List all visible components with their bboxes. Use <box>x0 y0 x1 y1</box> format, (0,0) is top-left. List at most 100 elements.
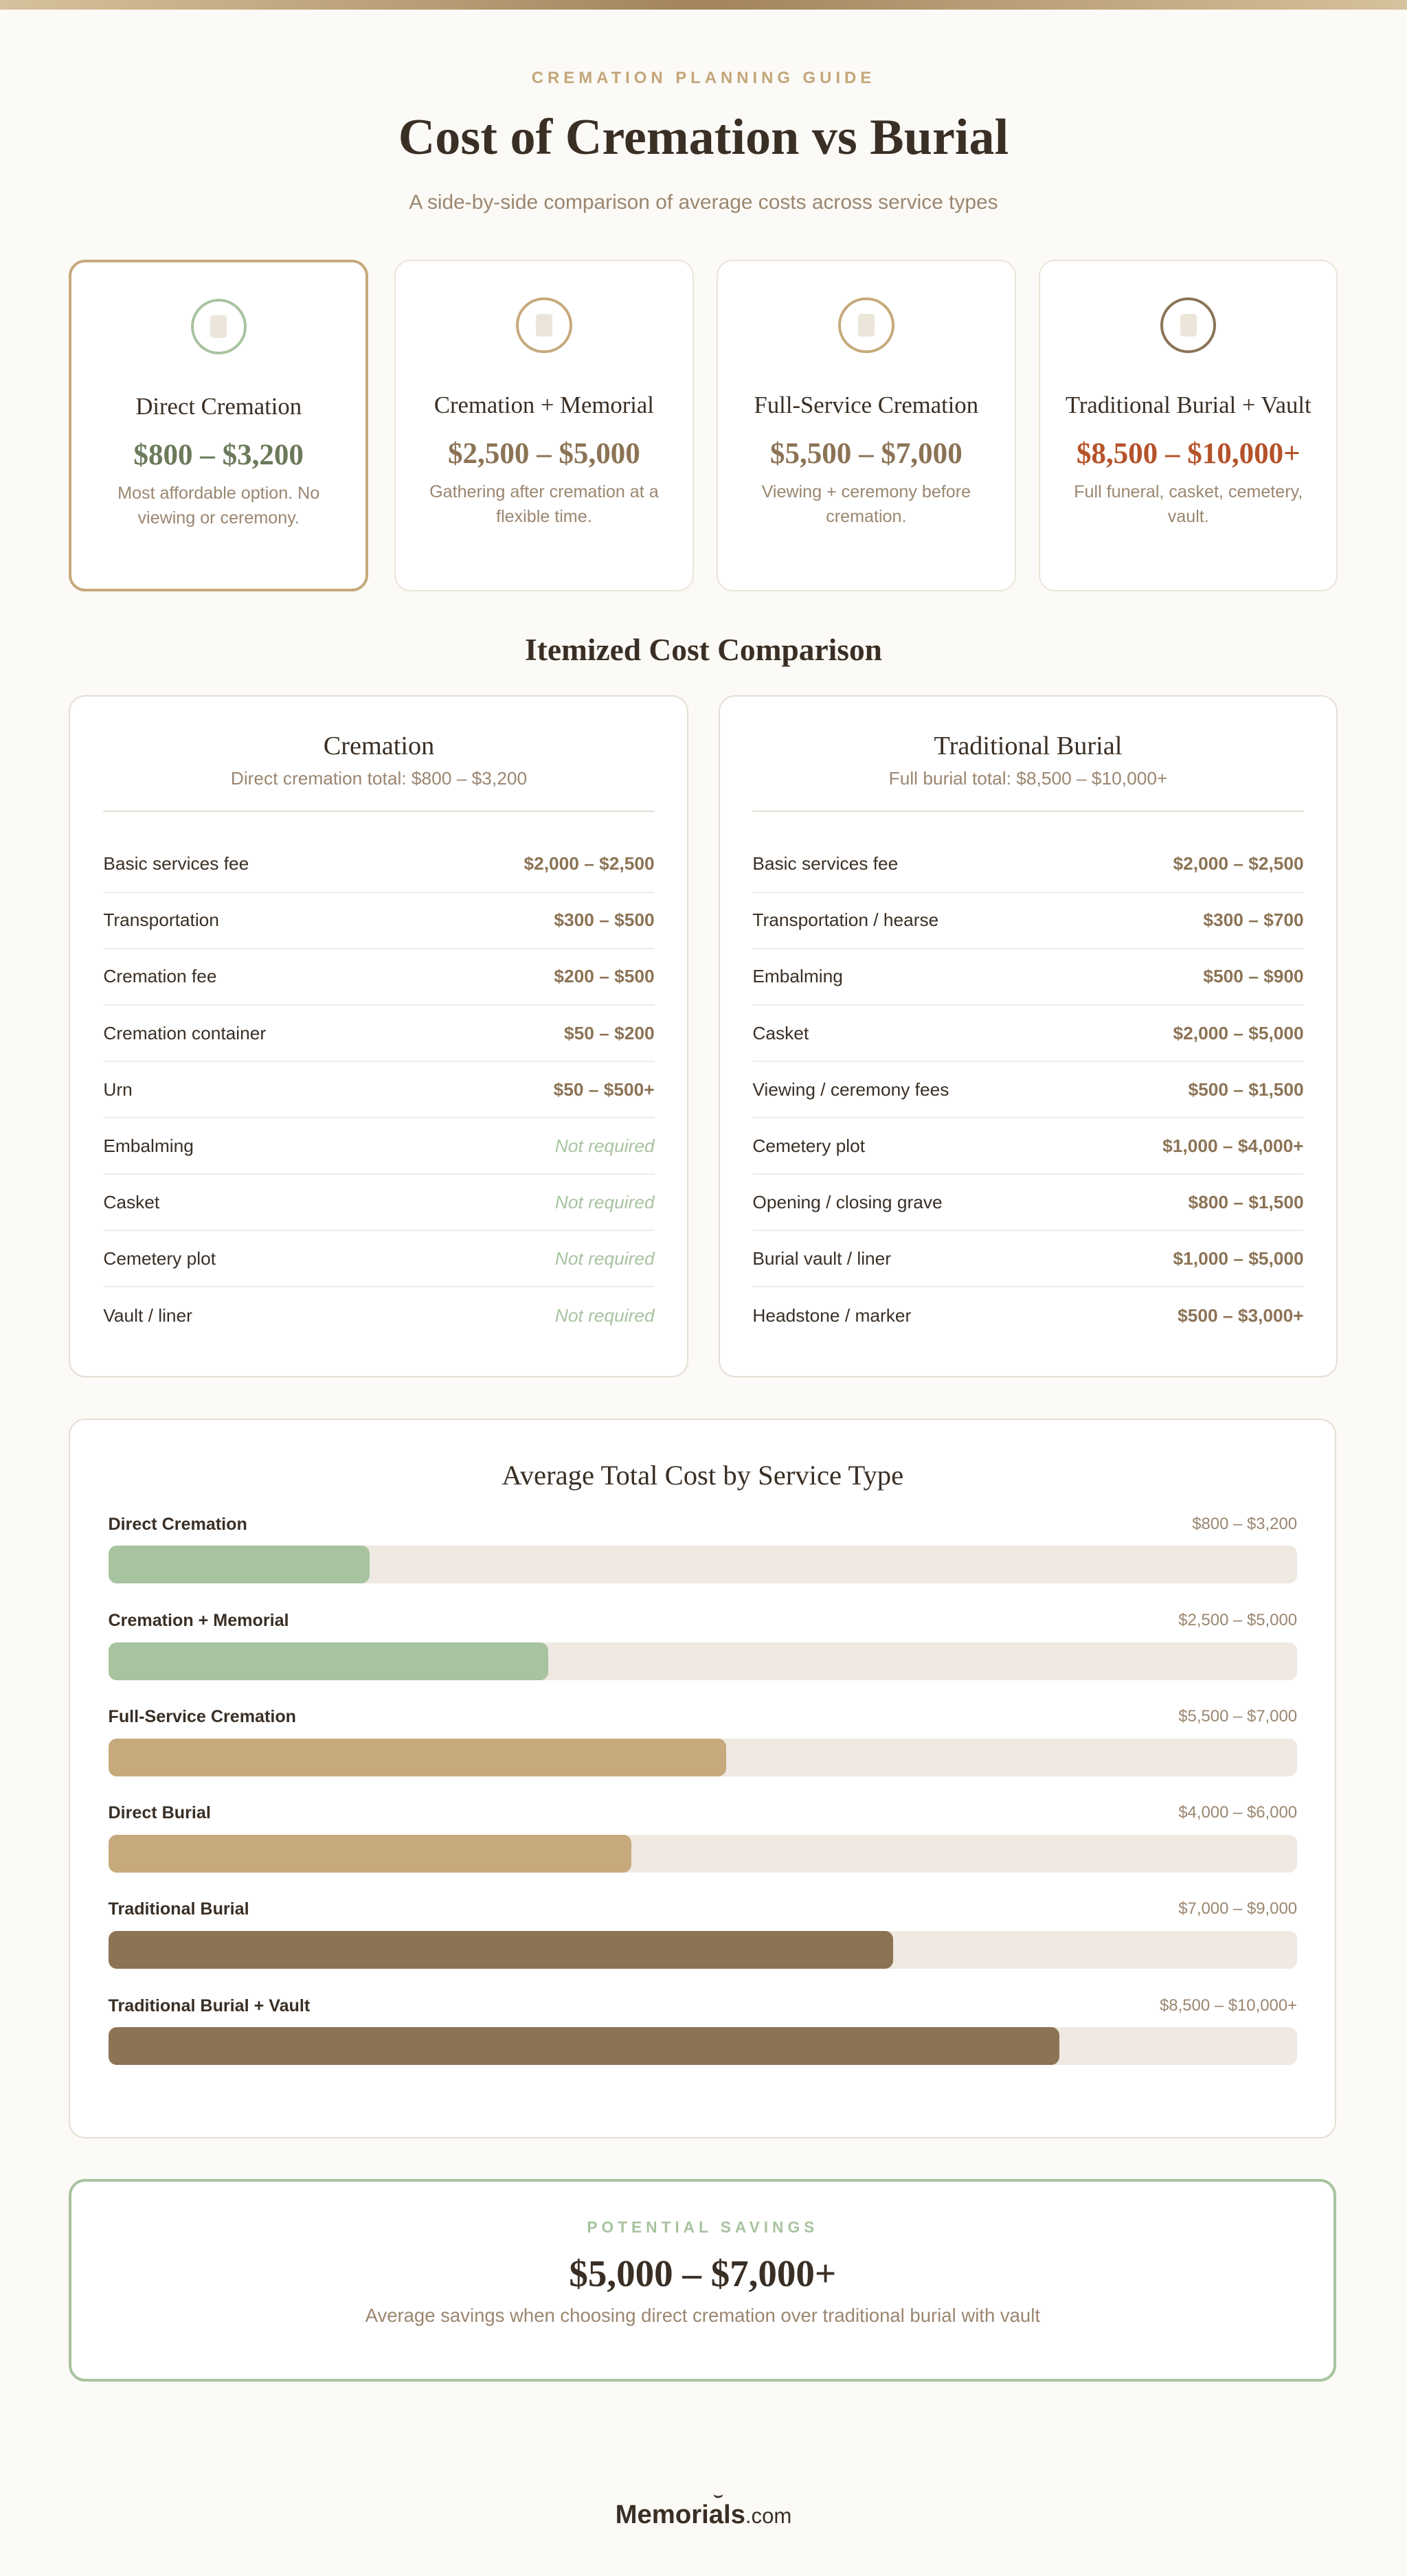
cremation-panel-title: Cremation <box>323 732 435 761</box>
service-card[interactable]: Direct Cremation $800 – $3,200 Most affo… <box>69 260 368 592</box>
location-pin-icon <box>190 298 247 354</box>
cost-value: $50 – $200 <box>563 1022 655 1043</box>
bar-label: Traditional Burial <box>108 1899 249 1919</box>
bar-track <box>108 1546 1298 1584</box>
cost-label: Viewing / ceremony fees <box>752 1078 949 1100</box>
savings-box: POTENTIAL SAVINGS $5,000 – $7,000+ Avera… <box>69 2179 1337 2382</box>
cost-label: Urn <box>103 1078 133 1100</box>
card-description: Viewing + ceremony before cremation. <box>761 482 971 527</box>
cost-value: Not required <box>554 1304 655 1326</box>
burial-panel: Traditional Burial Full burial total: $8… <box>718 695 1338 1377</box>
card-price: $5,500 – $7,000 <box>769 437 963 470</box>
card-description: Most affordable option. No viewing or ce… <box>117 484 320 528</box>
bar-label: Direct Burial <box>108 1803 211 1823</box>
bar-range: $800 – $3,200 <box>1192 1514 1298 1533</box>
cost-label: Embalming <box>103 1135 194 1156</box>
bar-track <box>108 1642 1298 1680</box>
bar-row: Cremation + Memorial $2,500 – $5,000 <box>108 1610 1298 1707</box>
bar-row: Full-Service Cremation $5,500 – $7,000 <box>108 1706 1298 1803</box>
bar-row: Direct Cremation $800 – $3,200 <box>108 1514 1298 1611</box>
cost-row: Vault / liner Not required <box>103 1287 654 1344</box>
card-price: $800 – $3,200 <box>133 438 304 471</box>
burial-total: Full burial total: $8,500 – $10,000+ <box>752 768 1304 812</box>
page-subtitle: A side-by-side comparison of average cos… <box>409 190 998 214</box>
cremation-panel: Cremation Direct cremation total: $800 –… <box>69 695 689 1377</box>
bar-row: Traditional Burial $7,000 – $9,000 <box>108 1899 1298 1996</box>
bar-track <box>108 1738 1298 1776</box>
cost-label: Cemetery plot <box>752 1135 866 1156</box>
casket-icon <box>1160 297 1217 353</box>
bar-fill <box>108 2027 1059 2066</box>
cost-value: $2,000 – $2,500 <box>1173 853 1304 874</box>
cremation-total: Direct cremation total: $800 – $3,200 <box>103 768 655 812</box>
bar-fill <box>108 1642 548 1680</box>
service-card[interactable]: Traditional Burial + Vault $8,500 – $10,… <box>1039 260 1338 592</box>
cost-value: $200 – $500 <box>554 966 655 987</box>
cost-value: $1,000 – $5,000 <box>1173 1247 1304 1269</box>
cost-value: Not required <box>554 1247 655 1269</box>
bar-row: Traditional Burial + Vault $8,500 – $10,0… <box>108 1996 1298 2092</box>
cost-row: Burial vault / liner $1,000 – $5,000 <box>752 1231 1304 1288</box>
document-icon <box>516 297 572 353</box>
cost-row: Basic services fee $2,000 – $2,500 <box>752 837 1304 893</box>
card-title: Traditional Burial + Vault <box>1065 391 1312 418</box>
logo-bird-icon: ⌣ <box>713 2486 723 2503</box>
bar-range: $2,500 – $5,000 <box>1178 1610 1298 1629</box>
savings-description: Average savings when choosing direct cre… <box>365 2304 1040 2326</box>
cost-value: $300 – $500 <box>554 909 655 931</box>
cost-row: Transportation / hearse $300 – $700 <box>752 893 1304 949</box>
bar-range: $8,500 – $10,000+ <box>1160 1996 1298 2015</box>
card-title: Direct Cremation <box>135 392 302 420</box>
cost-label: Cremation fee <box>103 966 217 987</box>
cost-row: Cemetery plot $1,000 – $4,000+ <box>752 1118 1304 1175</box>
card-price: $2,500 – $5,000 <box>447 437 640 470</box>
cost-label: Transportation <box>103 909 219 931</box>
card-description: Full funeral, casket, cemetery, vault. <box>1074 482 1303 527</box>
cost-label: Basic services fee <box>752 853 899 874</box>
cost-label: Transportation / hearse <box>752 909 939 931</box>
cost-value: $300 – $700 <box>1203 909 1304 931</box>
cost-value: $50 – $500+ <box>553 1078 655 1100</box>
cost-label: Embalming <box>752 966 843 987</box>
bar-range: $7,000 – $9,000 <box>1178 1899 1298 1919</box>
urn-icon <box>838 297 894 353</box>
bar-fill <box>108 1931 893 1969</box>
bar-fill <box>108 1834 631 1873</box>
bar-label: Traditional Burial + Vault <box>108 1996 311 2015</box>
cost-row: Casket Not required <box>103 1175 655 1232</box>
cost-label: Basic services fee <box>103 853 249 874</box>
savings-kicker: POTENTIAL SAVINGS <box>587 2218 819 2237</box>
cost-value: $500 – $3,000+ <box>1178 1304 1304 1326</box>
cost-label: Cemetery plot <box>103 1247 216 1269</box>
card-title: Full-Service Cremation <box>754 391 979 418</box>
itemized-title: Itemized Cost Comparison <box>525 631 882 667</box>
service-card[interactable]: Cremation + Memorial $2,500 – $5,000 Gat… <box>394 260 694 592</box>
memorials-logo: ⌣ Memorials.com <box>0 2486 1407 2530</box>
cost-value: $1,000 – $4,000+ <box>1162 1135 1304 1156</box>
cost-row: Transportation $300 – $500 <box>103 893 655 949</box>
cost-row: Casket $2,000 – $5,000 <box>752 1006 1304 1063</box>
cost-label: Opening / closing grave <box>752 1191 943 1212</box>
bar-track <box>108 1834 1298 1873</box>
bar-label: Full-Service Cremation <box>108 1706 297 1726</box>
cost-value: Not required <box>554 1191 655 1212</box>
bar-label: Direct Cremation <box>108 1514 247 1534</box>
bar-range: $4,000 – $6,000 <box>1178 1803 1298 1822</box>
service-card[interactable]: Full-Service Cremation $5,500 – $7,000 V… <box>717 260 1016 592</box>
top-accent-bar <box>0 0 1407 10</box>
cost-bar-chart: Average Total Cost by Service Type Direc… <box>69 1418 1337 2138</box>
bar-label: Cremation + Memorial <box>108 1610 289 1630</box>
cost-label: Headstone / marker <box>752 1304 912 1326</box>
cost-value: Not required <box>554 1135 655 1156</box>
cost-value: $500 – $900 <box>1203 966 1304 987</box>
card-description: Gathering after cremation at a flexible … <box>429 482 659 527</box>
cost-label: Casket <box>103 1191 160 1212</box>
bar-fill <box>108 1546 370 1584</box>
bar-row: Direct Burial $4,000 – $6,000 <box>108 1803 1298 1899</box>
card-price: $8,500 – $10,000+ <box>1076 437 1301 470</box>
burial-panel-title: Traditional Burial <box>934 732 1123 761</box>
cost-row: Headstone / marker $500 – $3,000+ <box>752 1287 1303 1344</box>
cost-row: Cremation fee $200 – $500 <box>103 949 655 1006</box>
page-title: Cost of Cremation vs Burial <box>398 109 1009 166</box>
cost-row: Basic services fee $2,000 – $2,500 <box>103 837 655 893</box>
